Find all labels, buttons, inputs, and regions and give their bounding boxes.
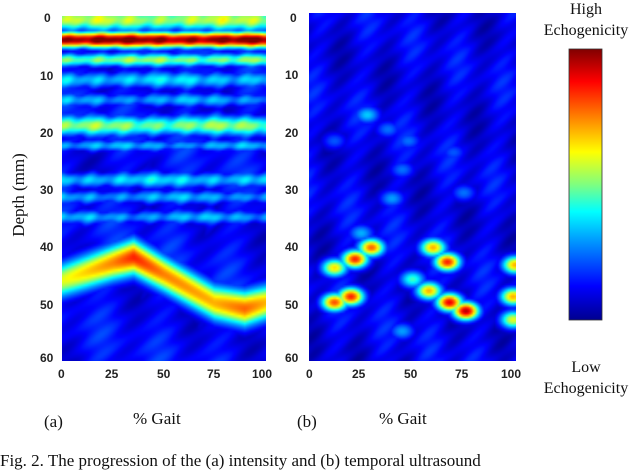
x-tick-a-50: 50 (157, 367, 171, 381)
x-tick-a-25: 25 (105, 367, 119, 381)
figure-caption: Fig. 2. The progression of the (a) inten… (0, 451, 481, 470)
colorbar-low-line2: Echogenicity (543, 380, 629, 397)
x-tick-b-100: 100 (501, 367, 521, 381)
y-tick-a-60: 60 (40, 351, 54, 365)
x-ticks-b: 0 25 50 75 100 (306, 367, 521, 381)
x-axis-label-a: % Gait (133, 409, 181, 428)
y-ticks-a: 0 10 20 30 40 50 60 (40, 11, 54, 365)
x-axis-label-b: % Gait (379, 409, 427, 428)
y-tick-b-10: 10 (285, 68, 299, 82)
y-axis-label: Depth (mm) (9, 153, 28, 237)
heatmap-a-image (62, 16, 266, 361)
x-tick-a-100: 100 (252, 367, 272, 381)
heatmap-a (62, 16, 266, 361)
y-tick-a-50: 50 (40, 298, 54, 312)
y-tick-b-50: 50 (285, 298, 299, 312)
x-tick-b-25: 25 (352, 367, 366, 381)
y-tick-a-40: 40 (40, 240, 54, 254)
colorbar-high-line1: High (570, 1, 602, 18)
y-tick-b-60: 60 (285, 351, 299, 365)
colorbar-high-label: High Echogenicity (530, 0, 640, 41)
y-tick-a-20: 20 (40, 126, 54, 140)
y-tick-a-0: 0 (44, 11, 51, 25)
heatmap-b (309, 13, 516, 361)
panel-a-label: (a) (44, 412, 63, 431)
colorbar-low-line1: Low (571, 359, 601, 376)
y-tick-b-0: 0 (290, 11, 297, 25)
y-tick-b-40: 40 (285, 240, 299, 254)
heatmap-b-image (309, 13, 516, 361)
x-tick-a-0: 0 (58, 367, 65, 381)
colorbar-low-label: Low Echogenicity (530, 357, 640, 399)
x-tick-b-75: 75 (455, 367, 469, 381)
colorbar-high-line2: Echogenicity (543, 22, 629, 39)
x-tick-a-75: 75 (207, 367, 221, 381)
y-tick-a-10: 10 (40, 69, 54, 83)
y-ticks-b: 0 10 20 30 40 50 60 (285, 11, 299, 365)
x-ticks-a: 0 25 50 75 100 (58, 367, 272, 381)
y-tick-b-30: 30 (285, 183, 299, 197)
x-tick-b-0: 0 (306, 367, 313, 381)
x-tick-b-50: 50 (404, 367, 418, 381)
panel-b-label: (b) (297, 412, 317, 431)
y-tick-b-20: 20 (285, 126, 299, 140)
colorbar (568, 48, 603, 321)
y-tick-a-30: 30 (40, 183, 54, 197)
